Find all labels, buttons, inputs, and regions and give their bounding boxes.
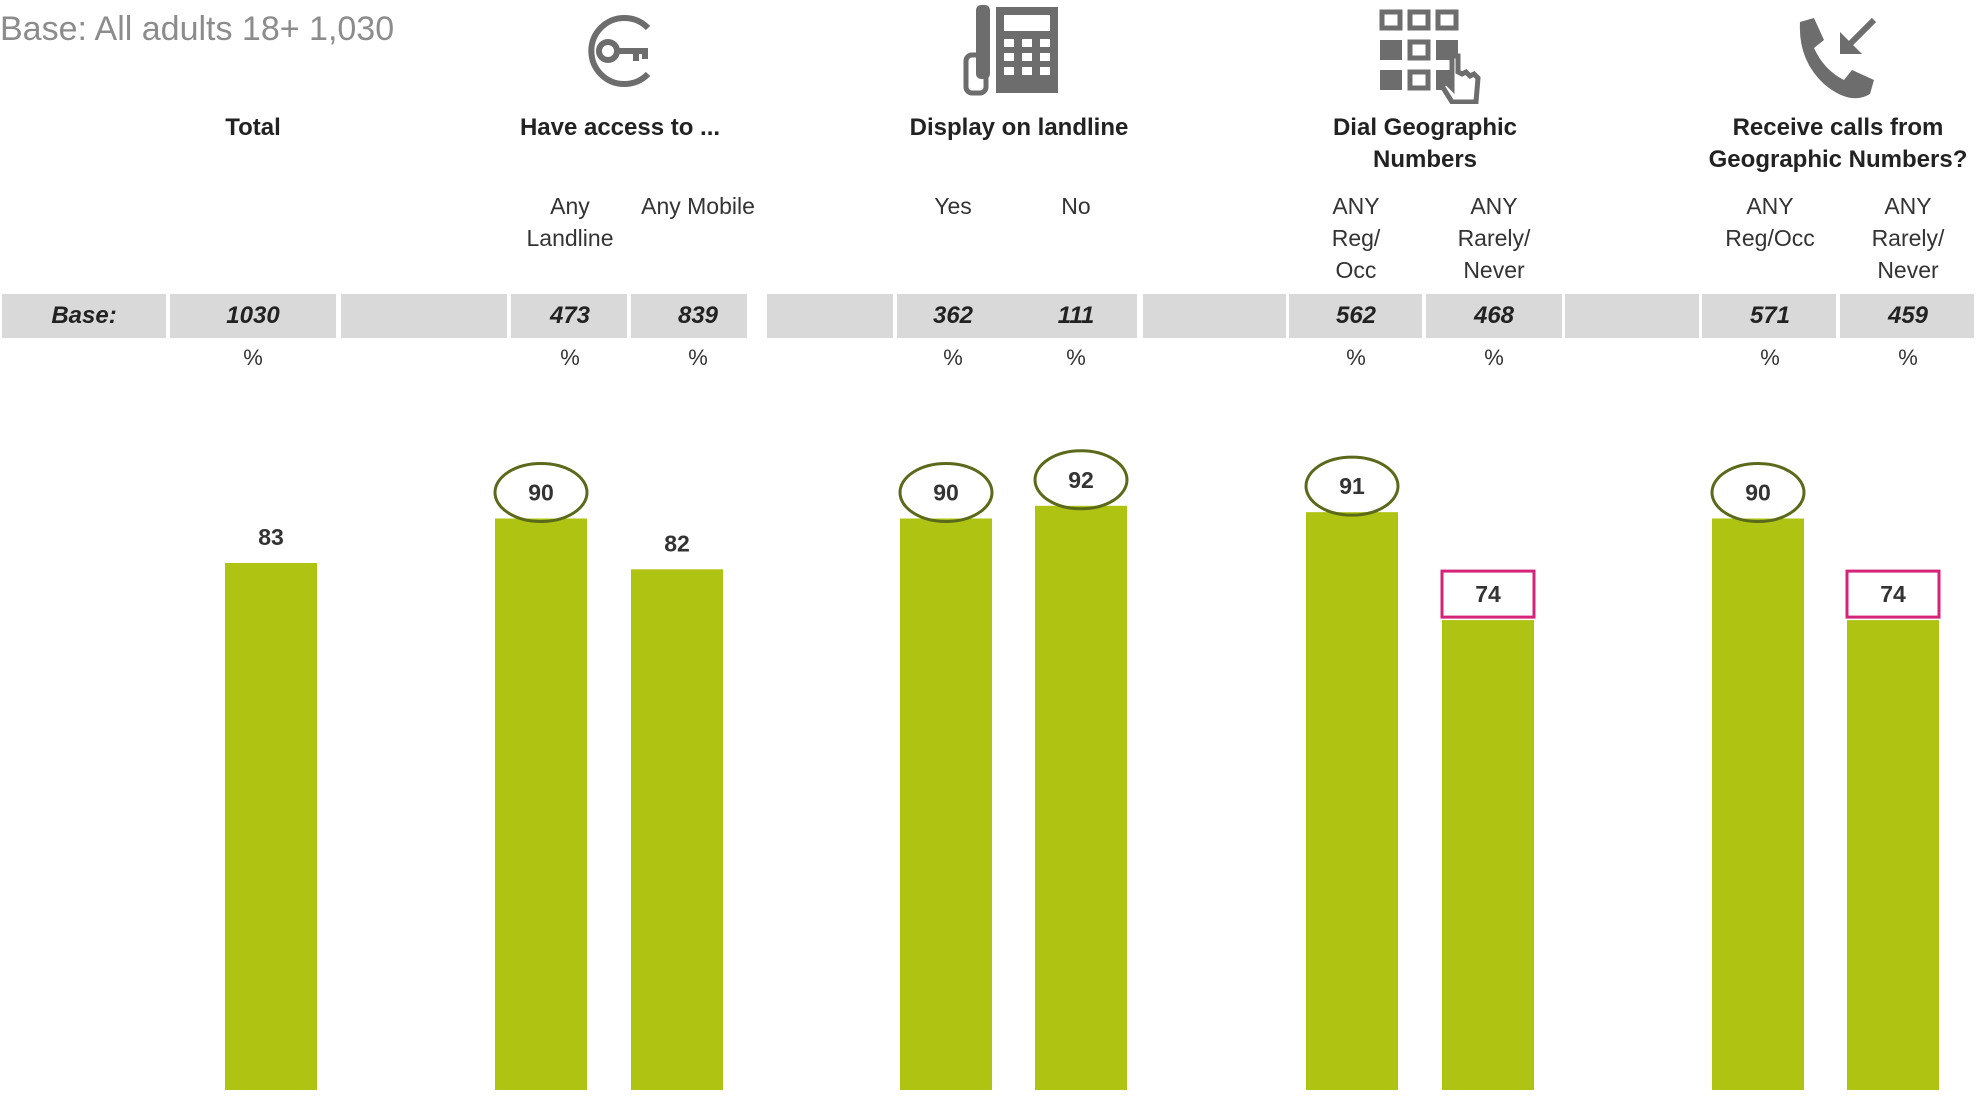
- percent-unit-5: %: [1346, 345, 1366, 370]
- base-value-6: 468: [1473, 302, 1515, 329]
- base-band-cell: [1426, 294, 1562, 338]
- sub-label-no: No: [1061, 193, 1091, 219]
- base-value-5: 562: [1335, 302, 1377, 329]
- bar-6: [1442, 620, 1534, 1090]
- sub-label-yes: Yes: [934, 193, 972, 219]
- base-band-cell: [511, 294, 627, 338]
- sub-label-receive-rarely-never: ANY Rarely/ Never: [1871, 193, 1945, 283]
- base-band-cell: [631, 294, 747, 338]
- base-band-cell: [341, 294, 507, 338]
- base-band-cell: [1289, 294, 1422, 338]
- bar-4: [1035, 505, 1127, 1090]
- bar-2: [631, 569, 723, 1090]
- data-label-3: 90: [933, 480, 959, 506]
- lower-marker-8: [1845, 569, 1941, 619]
- base-band-cell: [1143, 294, 1286, 338]
- higher-marker-3: [898, 462, 994, 523]
- incoming-call-icon: [1799, 17, 1877, 99]
- data-label-6: 74: [1475, 581, 1501, 607]
- base-band-cell: [1565, 294, 1699, 338]
- base-value-8: 459: [1887, 302, 1929, 329]
- base-value-1: 473: [549, 302, 591, 329]
- percent-unit-1: %: [560, 345, 580, 370]
- bar-7: [1712, 518, 1804, 1090]
- base-row-label: Base:: [51, 302, 117, 329]
- higher-marker-7: [1710, 462, 1806, 523]
- bar-1: [495, 518, 587, 1090]
- sub-label-any-mobile: Any Mobile: [641, 193, 755, 219]
- base-value-0: 1030: [226, 302, 280, 329]
- base-band-label-cell: [2, 294, 166, 338]
- base-band-cell: [1702, 294, 1836, 338]
- base-value-3: 362: [932, 302, 974, 329]
- percent-unit-2: %: [688, 345, 708, 370]
- percent-unit-0: %: [243, 345, 263, 370]
- sub-label-any-landline: Any Landline: [526, 193, 614, 251]
- group-title-have-access: Have access to ...: [519, 114, 721, 141]
- sub-label-dial-rarely-never: ANY Rarely/ Never: [1457, 193, 1531, 283]
- keypad-icon: [1379, 9, 1481, 104]
- percent-unit-7: %: [1760, 345, 1780, 370]
- data-label-1: 90: [528, 480, 554, 506]
- percent-unit-3: %: [943, 345, 963, 370]
- key-icon: [588, 15, 651, 87]
- base-band-cell: [1011, 294, 1137, 338]
- base-band-cell: [1840, 294, 1974, 338]
- higher-marker-4: [1033, 449, 1129, 511]
- base-value-2: 839: [677, 302, 719, 329]
- percent-unit-4: %: [1066, 345, 1086, 370]
- base-band-cell: [767, 294, 893, 338]
- base-note: Base: All adults 18+ 1,030: [0, 10, 395, 48]
- data-label-2: 82: [664, 530, 690, 556]
- base-value-4: 111: [1057, 302, 1095, 329]
- sub-label-receive-reg-occ: ANY Reg/Occ: [1725, 193, 1815, 251]
- lower-marker-6: [1440, 569, 1536, 619]
- bar-8: [1847, 620, 1939, 1090]
- bar-3: [900, 518, 992, 1090]
- bar-5: [1306, 512, 1398, 1090]
- higher-marker-5: [1304, 455, 1400, 517]
- higher-marker-1: [493, 462, 589, 523]
- data-label-5: 91: [1339, 473, 1365, 499]
- data-label-4: 92: [1068, 467, 1094, 493]
- group-title-total: Total: [225, 114, 281, 141]
- data-label-0: 83: [258, 524, 284, 550]
- bar-0: [225, 562, 317, 1090]
- percent-unit-6: %: [1484, 345, 1504, 370]
- percent-unit-8: %: [1898, 345, 1918, 370]
- desk-phone-icon: [963, 5, 1058, 96]
- sub-label-dial-reg-occ: ANY Reg/ Occ: [1331, 193, 1381, 283]
- base-band-cell: [170, 294, 336, 338]
- group-title-display-on-landline: Display on landline: [909, 114, 1129, 141]
- group-title-receive-calls: Receive calls from Geographic Numbers?: [1708, 114, 1968, 173]
- base-value-7: 571: [1749, 302, 1791, 329]
- data-label-8: 74: [1880, 581, 1906, 607]
- base-band-cell: [897, 294, 1013, 338]
- data-label-7: 90: [1745, 480, 1771, 506]
- group-title-dial-geographic: Dial Geographic Numbers: [1332, 114, 1518, 173]
